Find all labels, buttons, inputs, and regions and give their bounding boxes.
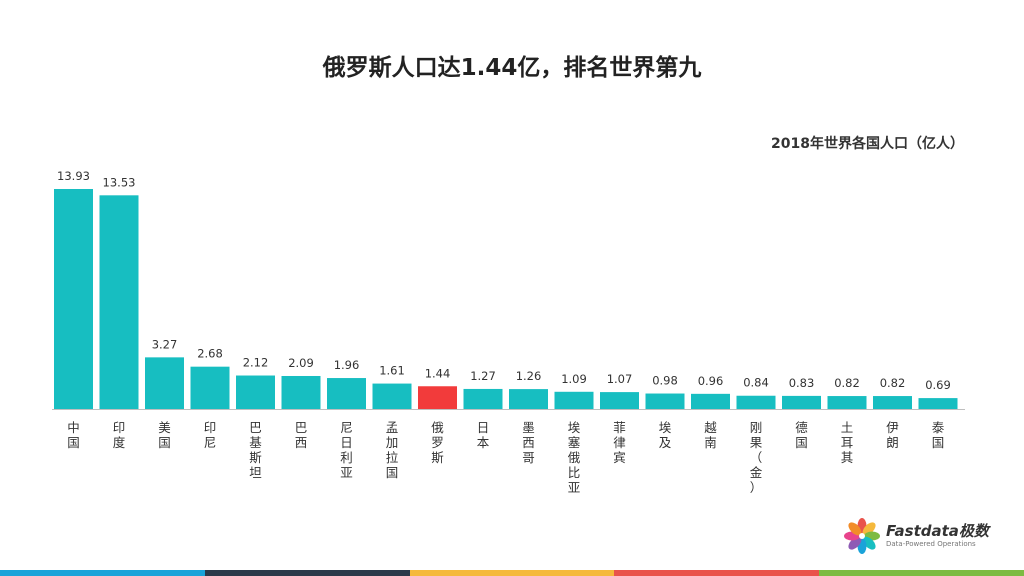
data-label-0: 13.93 xyxy=(57,169,90,183)
data-label-3: 2.68 xyxy=(197,347,223,361)
footer-segment-4 xyxy=(819,570,1024,576)
bar-15 xyxy=(736,395,776,409)
logo-petal-7 xyxy=(848,522,862,536)
bar-11 xyxy=(554,391,594,409)
category-label-18: 伊朗 xyxy=(886,420,899,450)
data-label-18: 0.82 xyxy=(880,376,906,390)
category-label-0: 中国 xyxy=(67,420,80,450)
logo-petal-1 xyxy=(862,522,876,536)
category-label-7: 孟加拉国 xyxy=(386,420,399,480)
bar-19 xyxy=(918,398,958,409)
footer-segment-3 xyxy=(614,570,820,576)
category-label-1: 印度 xyxy=(113,420,126,450)
data-label-1: 13.53 xyxy=(103,175,136,189)
bar-6 xyxy=(327,378,366,409)
bar-3 xyxy=(190,366,230,409)
footer-segment-2 xyxy=(409,570,615,576)
data-label-16: 0.83 xyxy=(789,376,815,390)
category-label-15: 刚果（金） xyxy=(750,420,763,495)
data-label-4: 2.12 xyxy=(243,356,269,370)
bar-8 xyxy=(418,386,457,409)
data-label-8: 1.44 xyxy=(425,366,451,380)
data-label-2: 3.27 xyxy=(152,337,178,351)
footer-segment-1 xyxy=(204,570,410,576)
bar-18 xyxy=(873,396,912,409)
category-label-5: 巴西 xyxy=(295,420,308,450)
bar-0 xyxy=(54,189,93,409)
data-label-12: 1.07 xyxy=(607,372,633,386)
data-label-13: 0.98 xyxy=(652,374,678,388)
category-label-3: 印尼 xyxy=(204,420,217,450)
bar-4 xyxy=(236,375,275,409)
data-label-10: 1.26 xyxy=(516,369,542,383)
data-label-14: 0.96 xyxy=(698,374,724,388)
category-label-2: 美国 xyxy=(158,420,171,450)
data-label-9: 1.27 xyxy=(470,369,496,383)
category-label-8: 俄罗斯 xyxy=(431,420,444,465)
chart-title: 俄罗斯人口达1.44亿，排名世界第九 xyxy=(322,55,702,81)
bar-12 xyxy=(600,392,639,409)
bar-10 xyxy=(509,389,548,409)
category-label-4: 巴基斯坦 xyxy=(249,420,262,480)
data-label-5: 2.09 xyxy=(288,356,314,370)
fastdata-logo: Fastdata极数 Data-Powered Operations xyxy=(842,514,1012,556)
data-label-7: 1.61 xyxy=(379,364,405,378)
bar-13 xyxy=(645,393,685,409)
bar-16 xyxy=(782,395,821,409)
footer-segment-0 xyxy=(0,570,205,576)
logo-tagline: Data-Powered Operations xyxy=(886,540,976,548)
data-label-17: 0.82 xyxy=(834,376,860,390)
logo-petal-3 xyxy=(862,536,876,550)
category-label-19: 泰国 xyxy=(932,420,945,450)
category-label-12: 菲律宾 xyxy=(613,420,626,465)
bar-1 xyxy=(99,195,139,409)
category-label-9: 日本 xyxy=(477,420,490,450)
data-label-19: 0.69 xyxy=(925,378,951,392)
category-label-17: 土耳其 xyxy=(841,420,854,465)
logo-petal-5 xyxy=(848,536,862,550)
footer-color-bar xyxy=(0,570,1024,576)
category-label-6: 尼日利亚 xyxy=(340,420,353,480)
chart-subtitle: 2018年世界各国人口（亿人） xyxy=(771,136,964,152)
bar-7 xyxy=(372,383,412,409)
category-label-10: 墨西哥 xyxy=(522,420,535,465)
data-label-6: 1.96 xyxy=(334,358,360,372)
bar-5 xyxy=(281,375,321,409)
category-label-11: 埃塞俄比亚 xyxy=(568,420,581,495)
data-label-11: 1.09 xyxy=(561,372,587,386)
category-label-13: 埃及 xyxy=(659,420,672,450)
category-label-14: 越南 xyxy=(704,420,717,450)
bar-17 xyxy=(827,396,867,409)
category-label-16: 德国 xyxy=(795,420,808,450)
logo-name: Fastdata极数 xyxy=(886,522,989,540)
data-label-15: 0.84 xyxy=(743,376,769,390)
bar-14 xyxy=(691,393,730,409)
bar-2 xyxy=(145,357,184,409)
pinwheel-logo-icon xyxy=(844,518,880,554)
bar-9 xyxy=(463,388,503,409)
